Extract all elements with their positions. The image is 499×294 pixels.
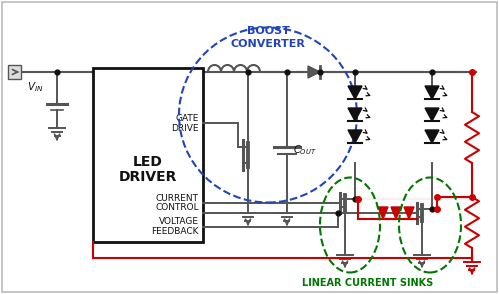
- Polygon shape: [348, 108, 362, 121]
- Polygon shape: [348, 86, 362, 99]
- FancyBboxPatch shape: [8, 65, 21, 79]
- Polygon shape: [425, 130, 439, 143]
- Text: CONTROL: CONTROL: [155, 203, 199, 213]
- Text: $\mathit{V}_{IN}$: $\mathit{V}_{IN}$: [27, 80, 43, 94]
- Polygon shape: [425, 108, 439, 121]
- FancyBboxPatch shape: [2, 2, 497, 292]
- Text: DRIVE: DRIVE: [172, 123, 199, 133]
- Polygon shape: [391, 207, 401, 219]
- Text: VOLTAGE: VOLTAGE: [159, 218, 199, 226]
- Text: $C_{OUT}$: $C_{OUT}$: [293, 143, 317, 157]
- Polygon shape: [425, 86, 439, 99]
- Text: FEEDBACK: FEEDBACK: [152, 228, 199, 236]
- Text: LED: LED: [133, 155, 163, 169]
- Text: BOOST: BOOST: [247, 26, 289, 36]
- Polygon shape: [348, 130, 362, 143]
- Text: LINEAR CURRENT SINKS: LINEAR CURRENT SINKS: [302, 278, 434, 288]
- Text: DRIVER: DRIVER: [119, 170, 177, 184]
- Text: GATE: GATE: [176, 113, 199, 123]
- Polygon shape: [404, 207, 414, 219]
- Text: CURRENT: CURRENT: [156, 193, 199, 203]
- FancyBboxPatch shape: [93, 68, 203, 242]
- Polygon shape: [378, 207, 388, 219]
- Text: CONVERTER: CONVERTER: [231, 39, 305, 49]
- Polygon shape: [308, 66, 320, 78]
